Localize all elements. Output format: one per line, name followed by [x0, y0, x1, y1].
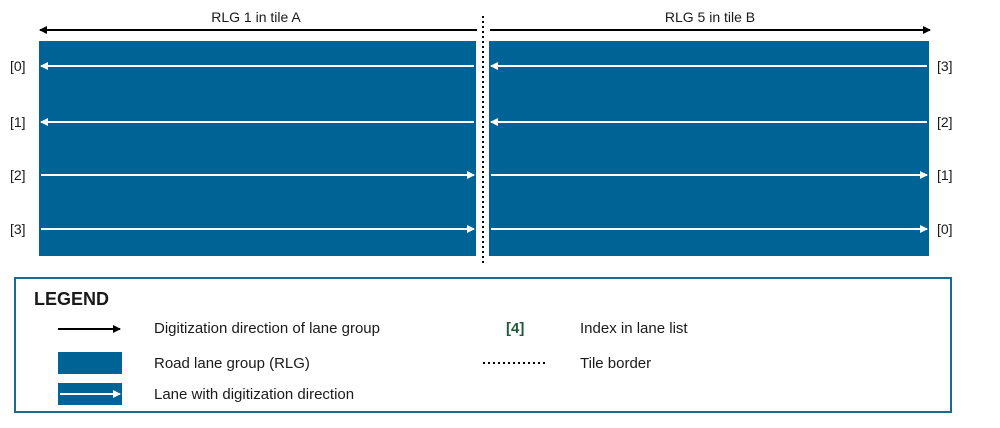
- legend-rlg-swatch: [58, 352, 122, 374]
- rlg1-index-label: [2]: [10, 167, 26, 183]
- rlg5-index-label: [3]: [937, 58, 953, 74]
- rlg5-index-label: [0]: [937, 221, 953, 237]
- legend-index-text: Index in lane list: [580, 320, 688, 337]
- legend-rlg-text: Road lane group (RLG): [154, 355, 310, 372]
- rlg5-index-label: [1]: [937, 167, 953, 183]
- rlg1-index-label: [3]: [10, 221, 26, 237]
- rlg1-block: [39, 41, 476, 256]
- legend-symbols: [58, 325, 546, 405]
- legend-lane-text: Lane with digitization direction: [154, 386, 355, 403]
- legend-title: LEGEND: [34, 289, 110, 309]
- legend-direction-text: Digitization direction of lane group: [154, 320, 380, 337]
- rlg5-block: [489, 41, 929, 256]
- rlg1-index-label: [0]: [10, 58, 26, 74]
- rlg5-index-label: [2]: [937, 114, 953, 130]
- legend: LEGEND Digitization direction of lane gr…: [14, 277, 952, 413]
- legend-tile-border-text: Tile border: [580, 355, 652, 372]
- rlg1-label: RLG 1 in tile A: [211, 9, 301, 25]
- rlg5-label: RLG 5 in tile B: [665, 9, 755, 25]
- legend-index-example: [4]: [506, 320, 525, 337]
- rlg1-index-label: [1]: [10, 114, 26, 130]
